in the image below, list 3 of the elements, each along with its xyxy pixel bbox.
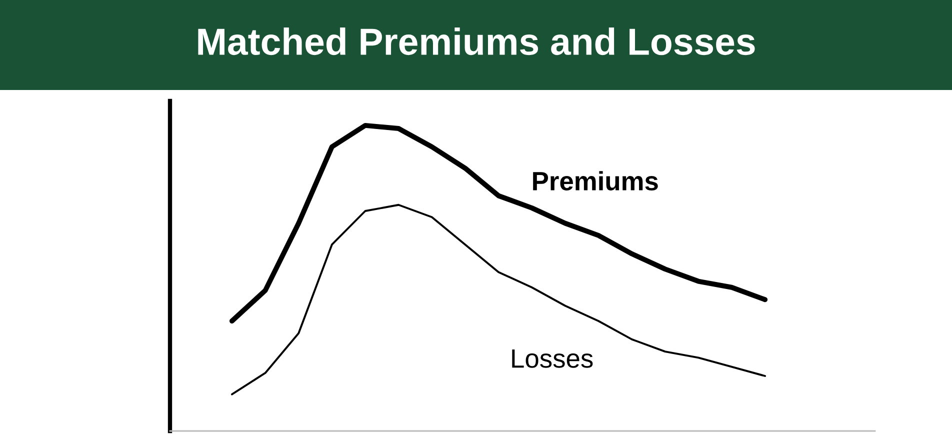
chart-title: Matched Premiums and Losses xyxy=(198,28,755,56)
series-label: Premiums xyxy=(533,171,658,191)
series-label: Losses xyxy=(512,349,593,368)
